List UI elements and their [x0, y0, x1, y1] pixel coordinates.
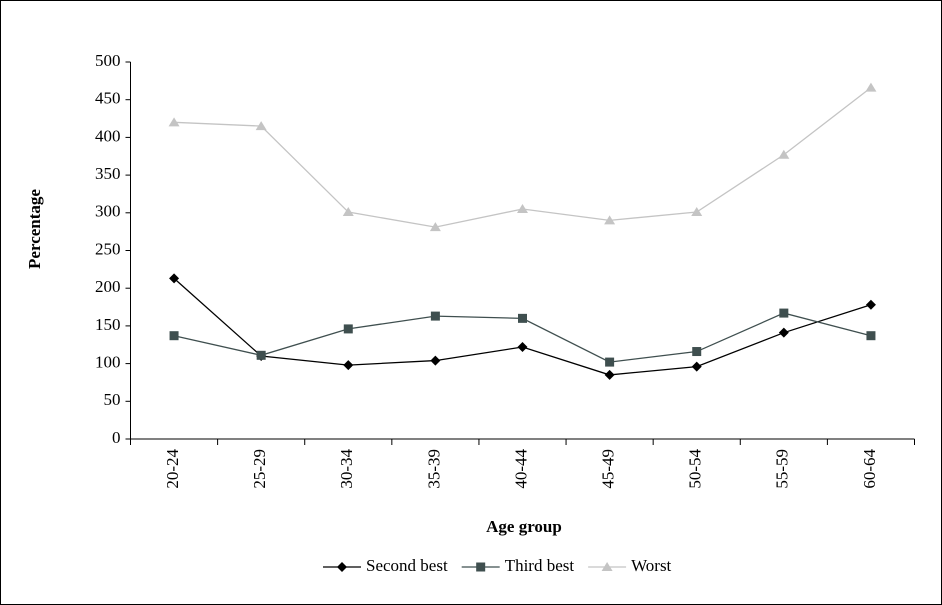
marker — [517, 342, 528, 353]
legend-label: Third best — [505, 556, 575, 575]
y-tick-label: 400 — [95, 126, 121, 145]
marker — [168, 117, 180, 127]
marker — [865, 82, 877, 92]
y-tick-label: 200 — [95, 277, 121, 296]
y-tick-label: 300 — [95, 202, 121, 221]
marker — [169, 331, 179, 341]
marker — [343, 360, 354, 371]
x-tick-label: 55-59 — [773, 449, 792, 489]
marker — [778, 149, 790, 159]
x-tick-label: 30-34 — [337, 449, 356, 489]
x-tick-label: 40-44 — [511, 449, 530, 489]
y-tick-label: 450 — [95, 89, 121, 108]
marker — [430, 311, 440, 321]
marker — [691, 207, 703, 217]
legend-label: Second best — [366, 556, 448, 575]
marker — [255, 121, 267, 131]
marker — [343, 324, 353, 334]
legend-marker — [337, 562, 347, 572]
x-tick-label: 35-39 — [424, 449, 443, 489]
marker — [605, 357, 615, 367]
marker — [866, 331, 876, 341]
x-tick-label: 20-24 — [163, 449, 182, 489]
marker — [604, 369, 615, 380]
y-tick-label: 350 — [95, 164, 121, 183]
marker — [429, 222, 441, 232]
y-axis-title: Percentage — [25, 189, 44, 269]
y-tick-label: 150 — [95, 315, 121, 334]
marker — [692, 347, 702, 357]
marker — [691, 361, 702, 372]
marker — [518, 313, 527, 323]
x-axis-title: Age group — [486, 517, 562, 536]
marker — [430, 355, 441, 366]
marker — [779, 308, 789, 318]
x-tick-label: 25-29 — [250, 449, 269, 489]
legend-marker — [476, 562, 486, 572]
marker — [256, 350, 266, 360]
y-tick-label: 0 — [112, 428, 121, 447]
legend-label: Worst — [631, 556, 671, 575]
y-tick-label: 100 — [95, 353, 121, 372]
y-tick-label: 500 — [95, 51, 121, 70]
marker — [604, 215, 616, 225]
legend-marker — [601, 562, 613, 571]
y-tick-label: 50 — [104, 390, 121, 409]
marker — [517, 204, 528, 214]
marker — [169, 273, 180, 284]
marker — [778, 327, 789, 338]
y-tick-label: 250 — [95, 239, 121, 258]
x-tick-label: 45-49 — [599, 449, 618, 489]
x-tick-label: 60-64 — [860, 449, 879, 489]
x-tick-label: 50-54 — [686, 449, 705, 489]
marker — [342, 207, 354, 217]
marker — [865, 299, 876, 310]
